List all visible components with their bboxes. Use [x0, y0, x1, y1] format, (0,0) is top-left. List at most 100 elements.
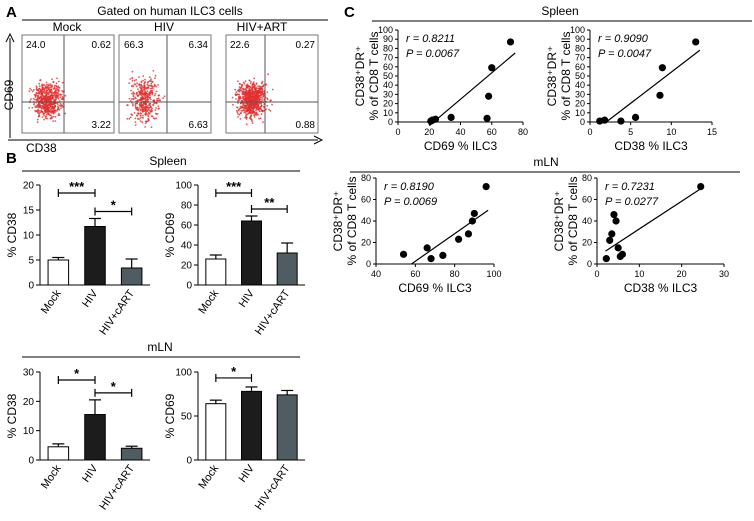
flow-event-dot	[58, 104, 61, 107]
flow-event-dot	[252, 98, 254, 101]
flow-event-dot	[58, 112, 60, 115]
flow-event-dot	[45, 97, 48, 99]
flow-event-dot	[64, 94, 67, 97]
flow-event-dot	[244, 115, 247, 117]
flow-event-dot	[251, 96, 254, 99]
y-tick-label: 20	[383, 99, 393, 109]
data-point	[656, 91, 664, 99]
flow-event-dot	[150, 126, 153, 129]
y-tick-label: 80	[181, 201, 193, 212]
flow-x-axis-label: CD38	[26, 141, 57, 155]
y-tick-label: 50	[181, 412, 193, 423]
flow-event-dot	[142, 79, 144, 82]
flow-event-dot	[243, 82, 246, 85]
flow-event-dot	[42, 107, 44, 110]
x-tick-label: 10	[666, 127, 676, 137]
data-point	[601, 116, 609, 124]
flow-event-dot	[245, 90, 247, 92]
flow-event-dot	[253, 114, 255, 116]
flow-event-dot	[131, 79, 134, 82]
flow-event-dot	[47, 83, 50, 86]
flow-plot-frame-mock	[21, 34, 115, 134]
flow-event-dot	[56, 103, 59, 105]
flow-event-dot	[59, 102, 62, 105]
flow-event-dot	[126, 104, 128, 106]
flow-event-dot	[152, 69, 155, 72]
flow-event-dot	[128, 97, 131, 100]
flow-event-dot	[268, 108, 271, 111]
flow-event-dot	[48, 92, 50, 95]
r-value-label: r = 0.9090	[598, 33, 649, 45]
flow-event-dot	[147, 107, 150, 109]
flow-event-dot	[151, 93, 154, 96]
data-point	[618, 250, 627, 258]
flow-event-dot	[143, 107, 146, 110]
flow-event-dot	[48, 103, 50, 106]
bar-hiv-cart	[120, 447, 143, 461]
flow-event-dot	[139, 89, 142, 92]
flow-event-dot	[245, 117, 248, 120]
flow-event-dot	[231, 96, 234, 99]
flow-event-dot	[45, 115, 47, 118]
flow-event-dot	[139, 105, 142, 107]
flow-event-dot	[250, 113, 253, 115]
flow-event-dot	[241, 92, 244, 94]
flow-event-dot	[242, 88, 245, 91]
flow-event-dot	[50, 89, 53, 92]
flow-quadrant-ul-hiv-art: 22.6	[230, 40, 250, 51]
y-tick-label: 20	[361, 238, 371, 248]
flow-quadrant-lr-mock: 3.22	[92, 120, 112, 131]
flow-event-dot	[241, 90, 244, 93]
flow-event-dot	[129, 100, 132, 102]
flow-event-dot	[137, 88, 139, 91]
bar-hiv	[241, 220, 262, 286]
flow-event-dot	[254, 92, 256, 95]
x-tick-label: HIV	[237, 462, 258, 484]
flow-event-dot	[150, 82, 153, 85]
flow-event-dot	[237, 109, 240, 112]
y-tick-label: 90	[575, 34, 585, 44]
flow-event-dot	[136, 102, 139, 104]
flow-event-dot	[140, 112, 143, 115]
flow-event-dot	[38, 93, 41, 95]
flow-event-dot	[151, 107, 154, 110]
x-tick-label: Mock	[196, 287, 221, 316]
flow-event-dot	[255, 97, 257, 100]
flow-event-dot	[152, 117, 155, 120]
flow-event-dot	[41, 84, 44, 87]
flow-event-dot	[249, 106, 252, 108]
flow-event-dot	[40, 91, 43, 94]
flow-event-dot	[148, 104, 151, 107]
flow-event-dot	[62, 90, 64, 93]
flow-event-dot	[239, 118, 242, 120]
y-tick-label: 90	[383, 34, 393, 44]
flow-event-dot	[138, 107, 141, 109]
data-point	[606, 236, 614, 244]
flow-event-dot	[32, 89, 35, 91]
flow-event-dot	[141, 96, 144, 99]
flow-event-dot	[139, 92, 142, 94]
y-tick-label: 100	[175, 368, 192, 379]
flow-event-dot	[258, 91, 260, 94]
flow-event-dot	[51, 109, 54, 112]
significance-label: *	[111, 379, 117, 394]
flow-event-dot	[241, 99, 244, 102]
flow-event-dot	[47, 104, 50, 107]
flow-event-dot	[256, 102, 259, 105]
flow-event-dot	[251, 86, 254, 89]
flow-event-dot	[240, 109, 243, 112]
flow-event-dot	[47, 88, 50, 90]
flow-event-dot	[145, 103, 148, 105]
flow-event-dot	[55, 94, 58, 97]
flow-event-dot	[43, 98, 46, 101]
y-tick-label: 100	[378, 25, 393, 35]
flow-event-dot	[258, 117, 260, 120]
significance-label: ***	[69, 179, 85, 194]
flow-event-dot	[255, 114, 258, 117]
flow-event-dot	[35, 98, 38, 101]
flow-event-dot	[43, 106, 46, 109]
flow-event-dot	[238, 113, 241, 116]
flow-event-dot	[257, 105, 260, 108]
flow-event-dot	[148, 113, 151, 115]
